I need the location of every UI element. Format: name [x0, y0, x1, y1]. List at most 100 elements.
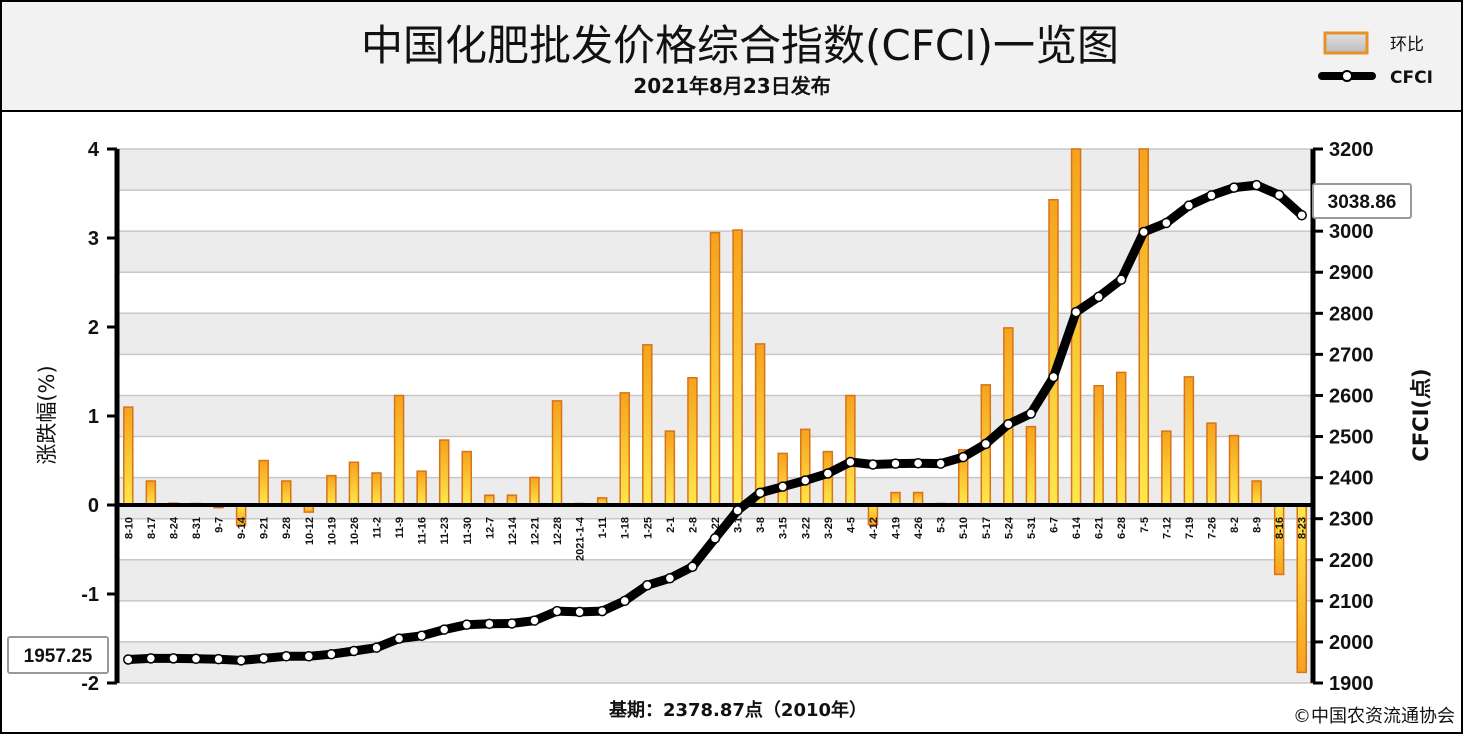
x-tick-label: 4-12 [868, 517, 880, 539]
cfci-point-2-1 [664, 573, 676, 584]
right-tick-label: 3000 [1329, 221, 1374, 243]
plot-band [117, 559, 1313, 601]
bar-4-5 [845, 394, 856, 506]
cfci-point-6-28 [1115, 274, 1127, 285]
last-value-text: 3038.86 [1328, 192, 1397, 213]
left-axis-label: 涨跌幅(%) [35, 365, 59, 464]
cfci-point-5-3 [935, 458, 946, 469]
bar-3-22 [800, 428, 811, 506]
copyright-note: ©中国农资流通协会 [1293, 706, 1455, 727]
bar-5-24 [1003, 327, 1014, 506]
cfci-point-3-29 [822, 468, 834, 479]
chart-title: 中国化肥批发价格综合指数(CFCI)一览图 [361, 21, 1119, 70]
first-value-callout: 1957.25 [7, 636, 109, 674]
left-tick-label: 2 [88, 317, 99, 339]
cfci-point-7-12 [1161, 217, 1172, 229]
legend: 环比 CFCI [1318, 31, 1433, 88]
legend-bar-label: 环比 [1390, 35, 1424, 55]
cfci-point-1-25 [642, 579, 653, 591]
cfci-point-8-2 [1228, 182, 1240, 193]
right-tick-label: 2200 [1329, 550, 1374, 572]
cfci-point-8-23 [1296, 209, 1307, 221]
x-tick-label: 4-5 [845, 517, 857, 533]
x-tick-label: 3-15 [778, 517, 790, 539]
x-tick-label: 1-25 [642, 517, 654, 539]
x-tick-label: 9-7 [214, 517, 226, 533]
cfci-point-6-14 [1070, 306, 1082, 318]
bar-12-28 [551, 400, 563, 506]
x-tick-label: 6-28 [1116, 517, 1128, 539]
bar-6-28 [1115, 371, 1127, 506]
bar-11-2 [371, 472, 382, 506]
bar-9-21 [258, 459, 269, 506]
cfci-point-7-26 [1206, 190, 1217, 201]
left-tick-label: 0 [88, 495, 99, 517]
x-tick-label: 5-31 [1026, 517, 1038, 539]
cfci-point-6-7 [1048, 371, 1059, 383]
cfci-point-3-22 [800, 475, 811, 486]
x-tick-label: 4-19 [891, 517, 903, 539]
cfci-point-5-10 [957, 451, 969, 463]
x-tick-label: 8-2 [1229, 517, 1241, 533]
cfci-point-12-7 [484, 618, 495, 630]
x-tick-label: 12-7 [484, 517, 496, 539]
bar-8-2 [1228, 434, 1240, 506]
cfci-point-4-26 [912, 457, 924, 469]
x-tick-label: 11-9 [394, 517, 406, 538]
x-tick-label: 6-14 [1071, 516, 1083, 539]
cfci-point-11-30 [461, 619, 473, 630]
x-tick-label: 8-16 [1274, 517, 1286, 539]
bar-8-10 [123, 406, 134, 506]
x-tick-label: 6-7 [1048, 517, 1060, 533]
cfci-point-8-24 [168, 653, 179, 664]
x-tick-label: 2-1 [665, 517, 677, 533]
cfci-point-4-12 [867, 459, 879, 470]
x-tick-label: 8-31 [191, 517, 203, 539]
x-tick-label: 2021-1-4 [575, 516, 587, 561]
cfci-point-9-7 [213, 653, 224, 665]
legend-bar-swatch [1323, 31, 1369, 55]
legend-line-label: CFCI [1390, 68, 1433, 88]
bar-6-7 [1048, 198, 1059, 506]
x-tick-label: 7-12 [1161, 517, 1173, 539]
x-tick-label: 9-21 [259, 517, 271, 539]
x-tick-label: 1-18 [620, 517, 632, 539]
x-tick-label: 11-16 [417, 517, 429, 545]
right-tick-label: 2800 [1329, 303, 1374, 325]
bar-11-16 [416, 470, 427, 506]
x-tick-label: 10-12 [304, 517, 316, 545]
cfci-point-4-5 [845, 456, 856, 468]
cfci-point-8-9 [1251, 179, 1262, 191]
bar-2-22 [709, 231, 721, 506]
x-tick-label: 12-28 [552, 517, 564, 545]
cfci-point-2-8 [687, 561, 698, 573]
cfci-point-5-24 [1003, 418, 1014, 430]
x-tick-label: 8-9 [1252, 517, 1264, 533]
cfci-point-2-22 [709, 533, 721, 544]
x-tick-label: 7-5 [1139, 517, 1151, 533]
x-tick-label: 7-19 [1184, 517, 1196, 539]
right-tick-label: 2500 [1329, 427, 1374, 449]
cfci-point-6-21 [1093, 291, 1104, 303]
bar-8-17 [145, 480, 157, 506]
x-tick-label: 7-26 [1206, 517, 1218, 539]
cfci-point-5-17 [980, 438, 992, 450]
cfci-point-1-11 [596, 605, 608, 617]
x-tick-label: 3-8 [755, 517, 767, 533]
bar-2-8 [687, 376, 698, 506]
bar-5-31 [1025, 425, 1037, 506]
x-tick-label: 3-29 [823, 517, 835, 539]
cfci-point-9-28 [280, 651, 292, 662]
cfci-point-3-15 [777, 481, 788, 492]
bar-9-28 [280, 480, 292, 506]
x-tick-label: 9-28 [281, 517, 293, 539]
bar-1-25 [642, 344, 653, 506]
cfci-point-8-16 [1273, 189, 1285, 201]
bar-3-1 [732, 229, 743, 506]
x-tick-label: 12-21 [529, 517, 541, 545]
x-tick-label: 9-14 [236, 516, 248, 539]
x-tick-label: 5-3 [936, 517, 948, 533]
cfci-point-8-17 [145, 653, 157, 664]
left-tick-label: -1 [81, 584, 99, 606]
first-value-text: 1957.25 [24, 646, 93, 667]
